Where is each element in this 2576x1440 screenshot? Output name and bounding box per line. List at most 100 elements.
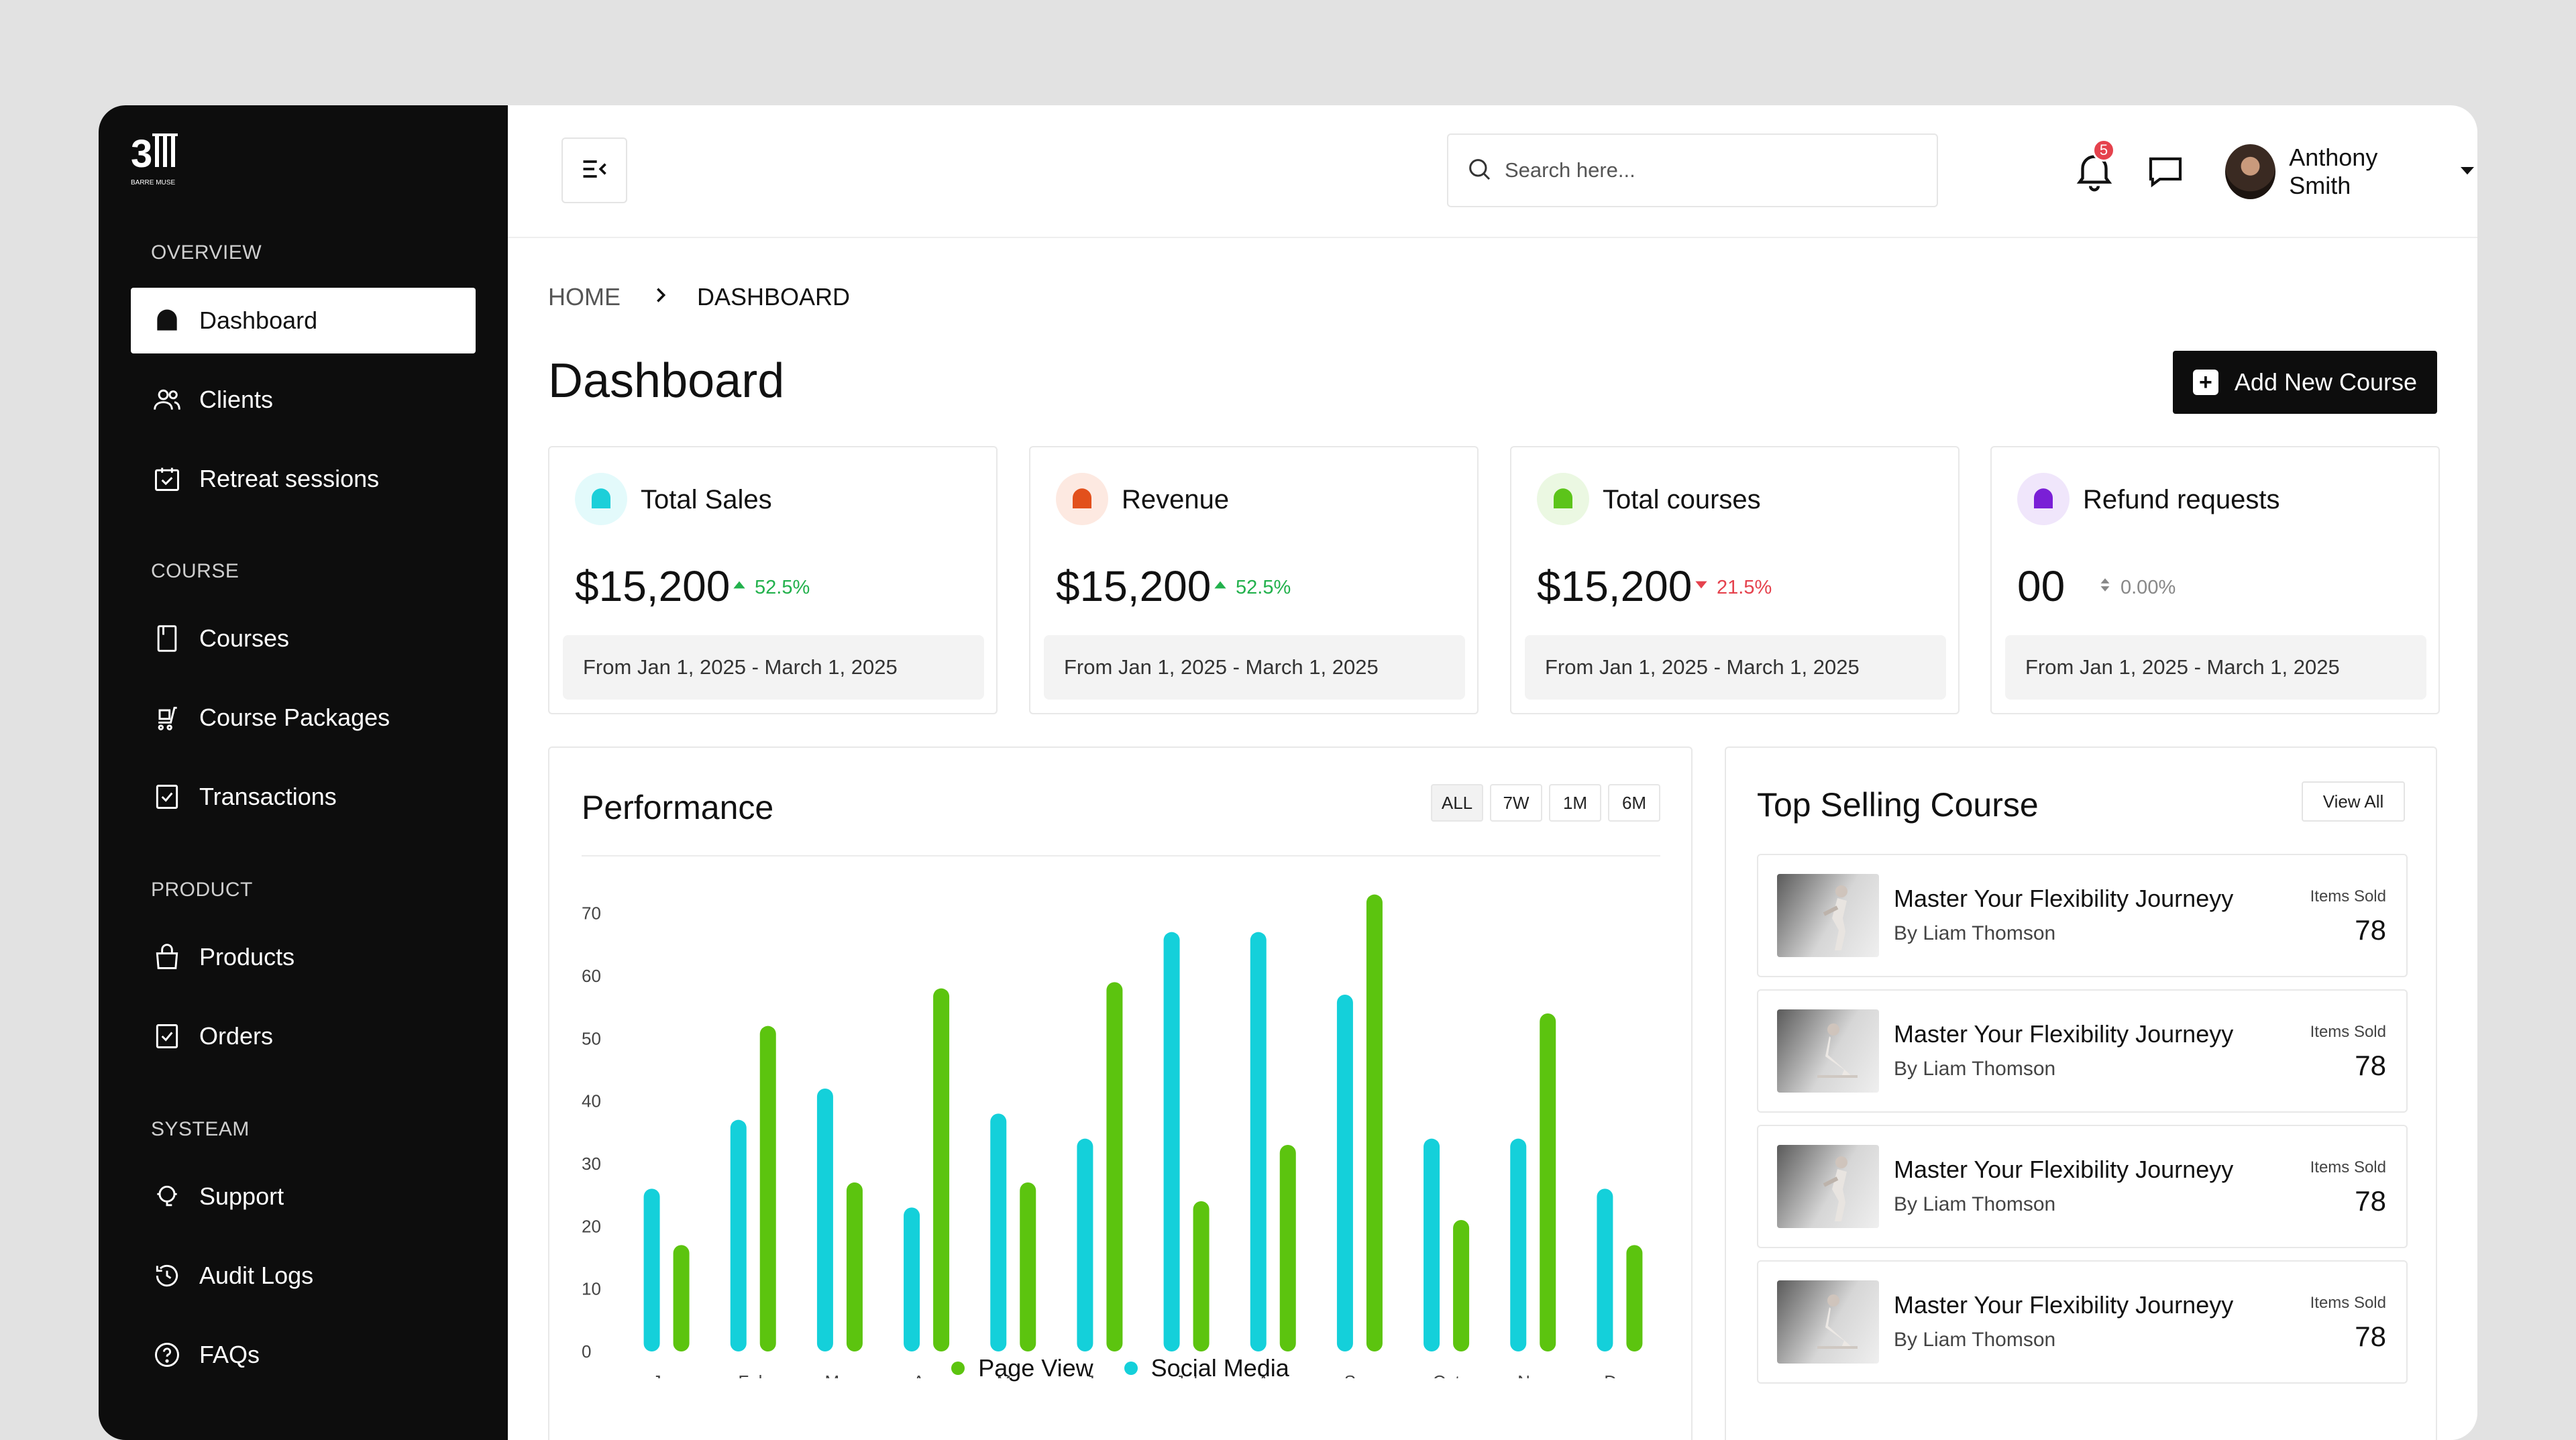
search-box[interactable]: [1447, 133, 1938, 207]
course-author: By Liam Thomson: [1894, 922, 2056, 944]
bar-page-view-aug[interactable]: [1279, 1145, 1296, 1351]
bar-social-media-aug[interactable]: [1250, 932, 1267, 1351]
sidebar-item-label: Support: [199, 1182, 284, 1210]
sidebar-item-label: Orders: [199, 1022, 274, 1050]
stat-value: $15,200: [1056, 562, 1212, 610]
bar-page-view-dec[interactable]: [1626, 1245, 1643, 1351]
bar-social-media-jul[interactable]: [1163, 932, 1180, 1351]
support-icon: [152, 1182, 182, 1211]
menu-collapse-icon: [580, 154, 609, 187]
x-tick-label: Aug: [1258, 1372, 1289, 1378]
bar-page-view-may[interactable]: [1020, 1182, 1036, 1351]
notification-badge: 5: [2092, 139, 2115, 162]
user-menu[interactable]: Anthony Smith: [2225, 143, 2477, 201]
list-item[interactable]: Master Your Flexibility Journeyy By Liam…: [1757, 854, 2408, 977]
page-title: Dashboard: [548, 354, 785, 408]
legend-item-social-media[interactable]: Social Media: [1124, 1354, 1289, 1382]
messages-button[interactable]: [2143, 150, 2188, 194]
stat-label: Total Sales: [641, 485, 772, 514]
bar-page-view-sep[interactable]: [1366, 894, 1383, 1351]
sidebar-item-label: Clients: [199, 386, 274, 413]
sidebar-item-label: Audit Logs: [199, 1262, 314, 1289]
bar-social-media-may[interactable]: [990, 1113, 1007, 1351]
sidebar-item-products[interactable]: Products: [131, 924, 476, 990]
bar-page-view-nov[interactable]: [1540, 1013, 1556, 1351]
sidebar-item-course-packages[interactable]: Course Packages: [131, 685, 476, 751]
range-selector: ALL 7W 1M 6M: [1431, 784, 1660, 822]
bar-page-view-jun[interactable]: [1106, 982, 1123, 1351]
x-tick-label: Oct: [1433, 1372, 1460, 1378]
items-sold-value: 78: [2355, 1321, 2386, 1352]
stat-delta-value: 52.5%: [1236, 576, 1291, 598]
stat-label: Refund requests: [2083, 485, 2280, 514]
items-sold-label: Items Sold: [2310, 1294, 2386, 1312]
sidebar-item-audit-logs[interactable]: Audit Logs: [131, 1243, 476, 1309]
sidebar-item-clients[interactable]: Clients: [131, 367, 476, 433]
sidebar-item-label: Transactions: [199, 783, 337, 810]
breadcrumb-home[interactable]: HOME: [548, 283, 621, 311]
list-item[interactable]: Master Your Flexibility Journeyy By Liam…: [1757, 1125, 2408, 1248]
stat-card-total-sales: Total Sales $15,200 52.5% From Jan 1, 20…: [548, 446, 998, 714]
sidebar-item-label: Dashboard: [199, 307, 318, 334]
performance-divider: [582, 855, 1660, 856]
legend-label: Page View: [978, 1354, 1093, 1382]
course-author: By Liam Thomson: [1894, 1193, 2056, 1215]
bar-social-media-apr[interactable]: [904, 1207, 920, 1351]
bar-social-media-feb[interactable]: [730, 1119, 747, 1351]
bar-page-view-feb[interactable]: [759, 1026, 776, 1351]
range-button-6m[interactable]: 6M: [1608, 784, 1660, 822]
svg-text:3: 3: [131, 132, 152, 176]
bar-page-view-jul[interactable]: [1193, 1201, 1210, 1351]
sidebar-item-support[interactable]: Support: [131, 1164, 476, 1229]
search-input[interactable]: [1505, 158, 1907, 182]
bar-social-media-jan[interactable]: [643, 1188, 660, 1351]
bar-social-media-nov[interactable]: [1510, 1138, 1527, 1351]
range-button-1m[interactable]: 1M: [1549, 784, 1601, 822]
stat-value: $15,200: [1537, 562, 1693, 610]
sidebar-item-courses[interactable]: Courses: [131, 606, 476, 671]
x-tick-label: Sep: [1344, 1372, 1375, 1378]
view-all-button[interactable]: View All: [2302, 781, 2405, 822]
stat-value: 00: [2017, 562, 2065, 610]
bar-page-view-jan[interactable]: [673, 1245, 690, 1351]
list-item[interactable]: Master Your Flexibility Journeyy By Liam…: [1757, 989, 2408, 1113]
sidebar-item-retreat-sessions[interactable]: Retreat sessions: [131, 446, 476, 512]
menu-toggle-button[interactable]: [561, 137, 627, 203]
sidebar-item-faqs[interactable]: FAQs: [131, 1322, 476, 1388]
y-tick-label: 0: [582, 1341, 591, 1362]
x-tick-label: Apr: [913, 1372, 941, 1378]
stat-value: $15,200: [575, 562, 731, 610]
bar-social-media-mar[interactable]: [816, 1089, 833, 1351]
items-sold-label: Items Sold: [2310, 1023, 2386, 1041]
range-button-all[interactable]: ALL: [1431, 784, 1483, 822]
bar-social-media-oct[interactable]: [1424, 1138, 1440, 1351]
section-label-system: SYSTEAM: [151, 1118, 250, 1140]
bar-page-view-mar[interactable]: [846, 1182, 863, 1351]
sidebar-item-dashboard[interactable]: Dashboard: [131, 288, 476, 353]
legend-item-page-view[interactable]: Page View: [951, 1354, 1093, 1382]
bar-page-view-oct[interactable]: [1453, 1220, 1470, 1351]
course-author: By Liam Thomson: [1894, 1058, 2056, 1080]
sidebar-item-label: FAQs: [199, 1341, 260, 1368]
course-name: Master Your Flexibility Journeyy: [1894, 885, 2234, 912]
bar-social-media-sep[interactable]: [1336, 995, 1353, 1351]
list-item[interactable]: Master Your Flexibility Journeyy By Liam…: [1757, 1260, 2408, 1384]
trend-up-icon: [731, 576, 748, 599]
sidebar-item-orders[interactable]: Orders: [131, 1003, 476, 1069]
trend-flat-icon: [2096, 576, 2114, 599]
items-sold-value: 78: [2355, 1050, 2386, 1081]
stat-range: From Jan 1, 2025 - March 1, 2025: [563, 635, 984, 700]
bar-social-media-jun[interactable]: [1077, 1138, 1093, 1351]
sidebar-item-transactions[interactable]: Transactions: [131, 764, 476, 830]
x-tick-label: Nov: [1517, 1372, 1548, 1378]
brand-logo[interactable]: 3 BARRE MUSE: [131, 129, 184, 190]
section-label-overview: OVERVIEW: [151, 241, 262, 264]
range-button-7w[interactable]: 7W: [1490, 784, 1542, 822]
stat-delta: 21.5%: [1693, 576, 1772, 599]
sidebar-item-label: Course Packages: [199, 704, 390, 731]
bar-social-media-dec[interactable]: [1597, 1188, 1613, 1351]
bar-page-view-apr[interactable]: [933, 988, 950, 1351]
x-tick-label: Jul: [1175, 1372, 1197, 1378]
add-new-course-button[interactable]: + Add New Course: [2173, 351, 2437, 414]
performance-card: Performance ALL 7W 1M 6M 0 10 20 30 40 50 60 70…: [548, 746, 1693, 1440]
